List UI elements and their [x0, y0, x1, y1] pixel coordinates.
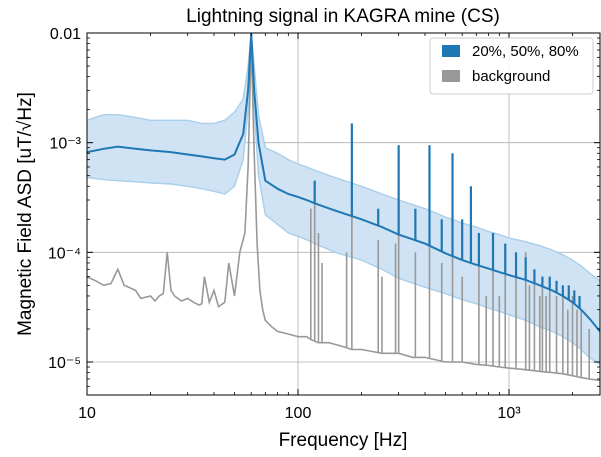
- percentile-band: [87, 33, 600, 365]
- legend-frame: [429, 37, 594, 95]
- data-area: [87, 33, 600, 382]
- legend-label-background: background: [472, 68, 550, 85]
- band-upper-80: [87, 33, 600, 282]
- x-tick-label-0: 10: [78, 405, 96, 422]
- signal-median-line: [87, 33, 600, 333]
- legend: 20%, 50%, 80% background: [429, 37, 594, 95]
- background-line: [87, 40, 600, 382]
- y-tick-label-0: 0.01: [50, 26, 81, 43]
- legend-swatch-background: [442, 70, 460, 82]
- y-axis-label: Magnetic Field ASD [uT/√Hz]: [15, 92, 36, 336]
- chart-title: Lightning signal in KAGRA mine (CS): [186, 6, 500, 27]
- legend-swatch-signal: [442, 45, 460, 57]
- plot-frame: [86, 32, 601, 396]
- x-tick-label-2: 10³: [497, 405, 521, 422]
- y-tick-label-2: 10⁻⁴: [48, 245, 81, 262]
- tick-labels: 10 100 10³ 0.01 10⁻³ 10⁻⁴ 10⁻⁵: [48, 26, 600, 422]
- x-axis-label: Frequency [Hz]: [279, 430, 408, 451]
- y-tick-label-3: 10⁻⁵: [48, 355, 81, 372]
- y-tick-label-1: 10⁻³: [49, 136, 81, 153]
- x-tick-label-1: 100: [285, 405, 312, 422]
- band-lower-20: [87, 33, 600, 365]
- legend-label-signal: 20%, 50%, 80%: [472, 43, 579, 60]
